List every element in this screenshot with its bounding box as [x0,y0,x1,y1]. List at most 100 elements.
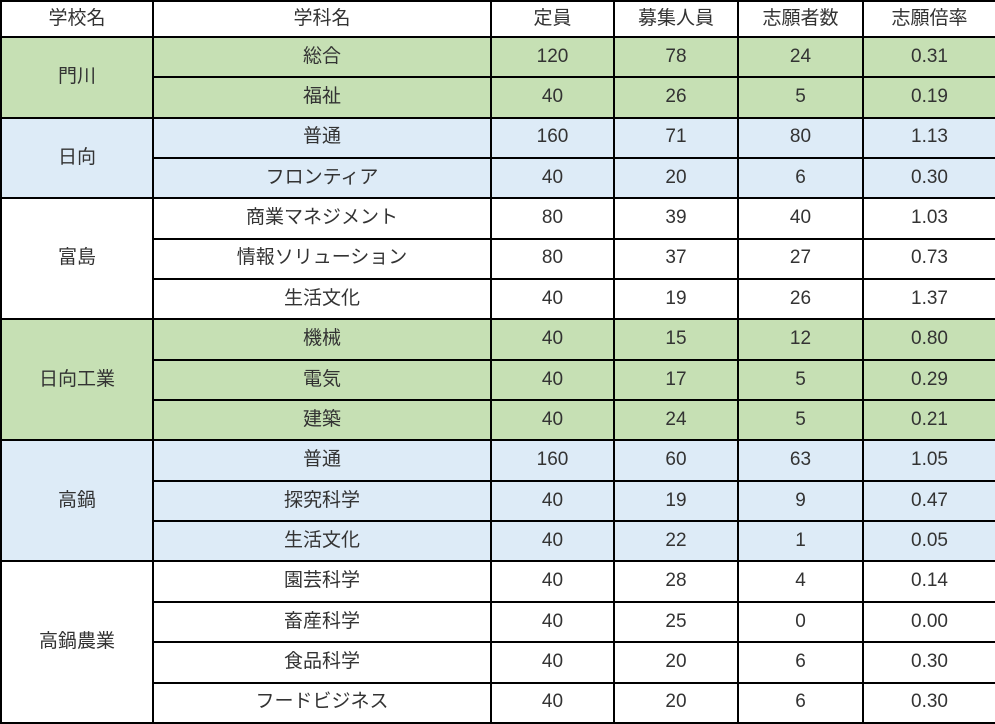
table-row: 生活文化 40 19 26 1.37 [1,278,995,321]
ratio-cell: 0.80 [862,318,995,361]
ratio-cell: 0.05 [862,520,995,563]
ratio-cell: 0.30 [862,641,995,684]
capacity-cell: 160 [490,439,615,482]
ratio-cell: 0.47 [862,479,995,523]
capacity-cell: 40 [490,641,615,684]
capacity-cell: 40 [490,520,615,563]
applicants-cell: 40 [737,197,864,240]
applicants-cell: 27 [737,237,864,281]
table-row: 電気 40 17 5 0.29 [1,358,995,402]
column-header-recruitment: 募集人員 [613,0,739,38]
applicants-cell: 6 [737,641,864,684]
applicants-cell: 24 [737,35,864,79]
table-row: 探究科学 40 19 9 0.47 [1,479,995,523]
table-body: 門川 総合 120 78 24 0.31 福祉 40 26 5 0.19 日向 普通 160 71 80 1.1… [0,35,995,724]
recruitment-cell: 20 [613,157,739,200]
recruitment-cell: 17 [613,358,739,402]
recruitment-cell: 26 [613,76,739,119]
applicants-cell: 5 [737,358,864,402]
department-cell: 生活文化 [152,278,492,321]
table-row: 畜産科学 40 25 0 0.00 [1,600,995,644]
school-name-cell: 日向工業 [0,318,154,442]
department-cell: 建築 [152,399,492,442]
ratio-cell: 1.03 [862,197,995,240]
department-cell: フロンティア [152,157,492,200]
school-name-cell: 高鍋 [0,439,154,563]
ratio-cell: 1.13 [862,116,995,160]
capacity-cell: 80 [490,237,615,281]
ratio-cell: 0.14 [862,560,995,603]
applicants-cell: 0 [737,600,864,644]
table-row: 日向工業 機械 40 15 12 0.80 [0,318,995,442]
capacity-cell: 40 [490,76,615,119]
department-cell: 情報ソリューション [152,237,492,281]
column-header-school: 学校名 [0,0,154,38]
table-row: 生活文化 40 22 1 0.05 [1,520,995,563]
applicants-cell: 1 [737,520,864,563]
recruitment-cell: 24 [613,399,739,442]
applicants-cell: 63 [737,439,864,482]
capacity-cell: 120 [490,35,615,79]
department-cell: 総合 [152,35,492,79]
ratio-cell: 1.05 [862,439,995,482]
recruitment-cell: 20 [613,641,739,684]
recruitment-cell: 22 [613,520,739,563]
department-cell: 畜産科学 [152,600,492,644]
ratio-cell: 0.29 [862,358,995,402]
capacity-cell: 40 [490,318,615,361]
capacity-cell: 40 [490,600,615,644]
school-name-cell: 門川 [0,36,154,119]
applicants-cell: 6 [737,157,864,200]
department-cell: 食品科学 [152,641,492,684]
table-row: 情報ソリューション 80 37 27 0.73 [1,237,995,281]
column-header-capacity: 定員 [490,0,615,38]
table-row: 富島 商業マネジメント 80 39 40 1.03 [0,197,995,321]
recruitment-cell: 25 [613,600,739,644]
capacity-cell: 40 [490,358,615,402]
recruitment-cell: 78 [613,35,739,79]
column-header-department: 学科名 [152,0,492,38]
department-cell: 普通 [152,116,492,160]
ratio-cell: 0.21 [862,399,995,442]
recruitment-cell: 20 [613,681,739,724]
capacity-cell: 40 [490,278,615,321]
column-header-ratio: 志願倍率 [862,0,995,38]
capacity-cell: 40 [490,479,615,523]
capacity-cell: 40 [490,681,615,724]
ratio-cell: 0.30 [862,157,995,200]
ratio-cell: 0.00 [862,600,995,644]
table-row: 福祉 40 26 5 0.19 [1,76,995,119]
applicants-cell: 6 [737,681,864,724]
table-row: 高鍋農業 園芸科学 40 28 4 0.14 [0,560,995,724]
school-name-cell: 高鍋農業 [0,560,154,724]
ratio-cell: 0.30 [862,681,995,724]
applicants-cell: 9 [737,479,864,523]
department-cell: 電気 [152,358,492,402]
ratio-cell: 0.31 [862,35,995,79]
recruitment-cell: 15 [613,318,739,361]
applicants-cell: 4 [737,560,864,603]
school-name-cell: 富島 [0,197,154,321]
ratio-cell: 1.37 [862,278,995,321]
capacity-cell: 160 [490,116,615,160]
recruitment-cell: 19 [613,479,739,523]
recruitment-cell: 39 [613,197,739,240]
applicants-cell: 26 [737,278,864,321]
department-cell: 生活文化 [152,520,492,563]
header-row: 学校名 学科名 定員 募集人員 志願者数 志願倍率 [0,0,995,38]
recruitment-cell: 60 [613,439,739,482]
table-row: 建築 40 24 5 0.21 [1,399,995,442]
table-row: 門川 総合 120 78 24 0.31 [0,35,995,119]
table-row: 日向 普通 160 71 80 1.13 [0,116,995,200]
table-header: 学校名 学科名 定員 募集人員 志願者数 志願倍率 [0,0,995,38]
ratio-cell: 0.73 [862,237,995,281]
applicants-cell: 5 [737,76,864,119]
department-cell: 探究科学 [152,479,492,523]
capacity-cell: 40 [490,157,615,200]
department-cell: 園芸科学 [152,560,492,603]
applicants-cell: 5 [737,399,864,442]
capacity-cell: 80 [490,197,615,240]
capacity-cell: 40 [490,560,615,603]
applicants-cell: 12 [737,318,864,361]
